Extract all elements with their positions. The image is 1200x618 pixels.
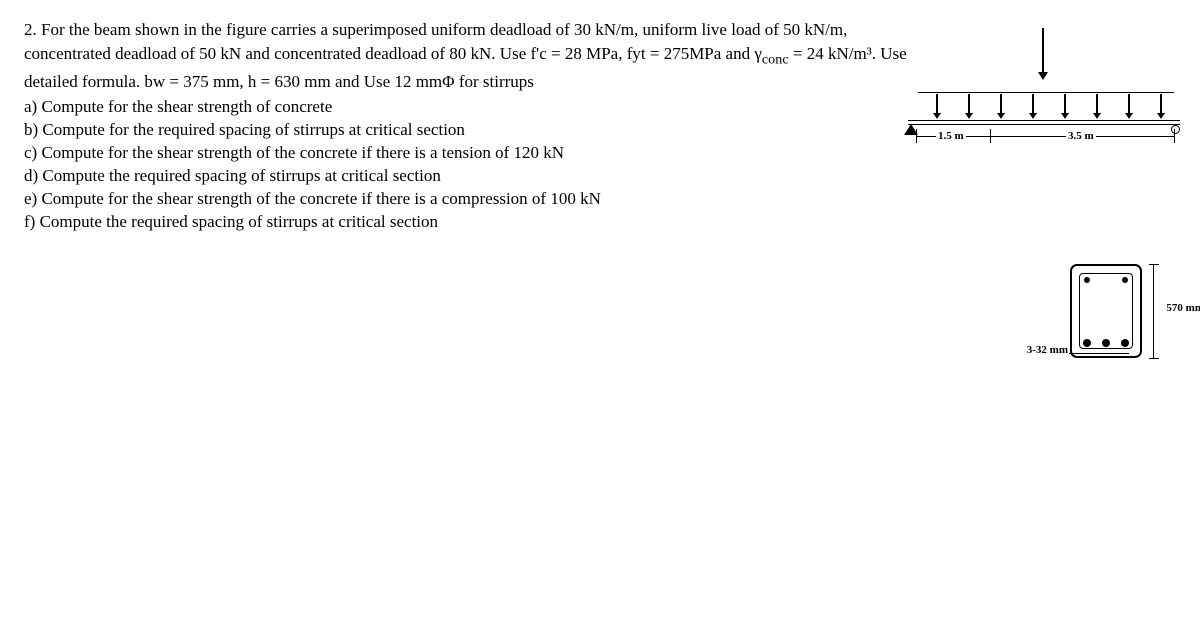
stirrup-outline bbox=[1079, 273, 1133, 349]
udl-arrow bbox=[1032, 94, 1034, 114]
problem-number: 2. bbox=[24, 20, 37, 39]
question-d: d) Compute the required spacing of stirr… bbox=[24, 165, 1174, 188]
udl-arrow bbox=[1000, 94, 1002, 114]
roller-support-icon bbox=[1171, 125, 1180, 134]
question-e: e) Compute for the shear strength of the… bbox=[24, 188, 1174, 211]
rebar-label: 3-32 mm bbox=[1027, 344, 1068, 356]
udl-arrow bbox=[1096, 94, 1098, 114]
udl-arrow bbox=[1128, 94, 1130, 114]
height-dim-line bbox=[1153, 264, 1154, 358]
problem-line2: concentrated deadload of 50 kN and conce… bbox=[24, 44, 762, 63]
bottom-rebar bbox=[1083, 339, 1091, 347]
height-label: 570 mm bbox=[1166, 302, 1200, 314]
span1-label: 1.5 m bbox=[936, 130, 966, 142]
problem-line2-end: = 24 kN/m³. Use bbox=[789, 44, 907, 63]
udl-arrow bbox=[1160, 94, 1162, 114]
figure-container: 1.5 m 3.5 m 570 mm 3-32 mm bbox=[908, 86, 1188, 156]
cross-section bbox=[1070, 264, 1142, 358]
height-dim-tick bbox=[1149, 264, 1159, 265]
point-load-arrow bbox=[1042, 28, 1044, 74]
udl-arrow bbox=[936, 94, 938, 114]
bottom-rebar bbox=[1121, 339, 1129, 347]
gamma-subscript: conc bbox=[762, 51, 789, 67]
problem-line1: For the beam shown in the figure carries… bbox=[41, 20, 847, 39]
span2-label: 3.5 m bbox=[1066, 130, 1096, 142]
question-f: f) Compute the required spacing of stirr… bbox=[24, 211, 1174, 234]
beam-diagram: 1.5 m 3.5 m bbox=[908, 86, 1183, 156]
dim-tick bbox=[1174, 129, 1175, 143]
beam-line bbox=[908, 120, 1180, 125]
top-rebar bbox=[1122, 277, 1128, 283]
udl-top-line bbox=[918, 92, 1174, 93]
udl-arrow bbox=[1064, 94, 1066, 114]
top-rebar bbox=[1084, 277, 1090, 283]
rebar-leader-line bbox=[1069, 353, 1129, 354]
height-dim-tick bbox=[1149, 358, 1159, 359]
bottom-rebar bbox=[1102, 339, 1110, 347]
udl-arrow bbox=[968, 94, 970, 114]
